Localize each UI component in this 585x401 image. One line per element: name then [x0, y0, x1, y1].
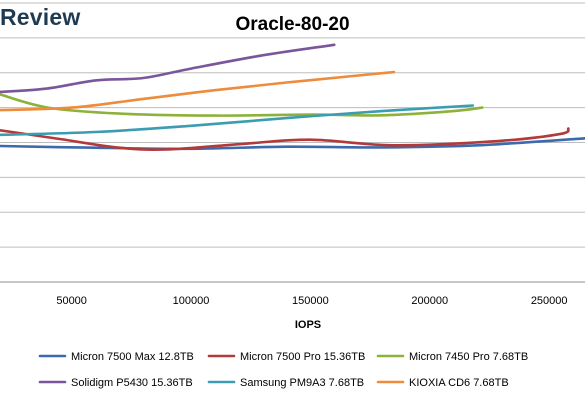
chart-title: Oracle-80-20	[235, 14, 350, 35]
legend-label: Micron 7500 Max 12.8TB	[71, 351, 194, 363]
series-line-3	[0, 93, 484, 117]
x-axis-label: IOPS	[295, 319, 321, 331]
legend: Micron 7500 Max 12.8TB Micron 7500 Pro 15…	[38, 351, 528, 389]
legend-item: Micron 7500 Max 12.8TB	[38, 351, 194, 363]
series-line-4	[0, 43, 336, 94]
legend-item: KIOXIA CD6 7.68TB	[376, 377, 509, 389]
x-tick-label: 50000	[56, 295, 87, 307]
series-line-2	[0, 127, 570, 152]
legend-label: Micron 7450 Pro 7.68TB	[409, 351, 528, 363]
x-tick-label: 200000	[411, 295, 448, 307]
series-lines	[0, 43, 585, 152]
series-line-5	[0, 104, 475, 137]
gridlines	[0, 2, 585, 283]
legend-item: Micron 7450 Pro 7.68TB	[376, 351, 528, 363]
x-tick-label: 100000	[173, 295, 210, 307]
brand-logo-text: Review	[0, 4, 81, 30]
series-line-1	[0, 137, 585, 151]
legend-item: Solidigm P5430 15.36TB	[38, 377, 193, 389]
legend-label: Solidigm P5430 15.36TB	[71, 377, 193, 389]
legend-label: Micron 7500 Pro 15.36TB	[240, 351, 365, 363]
x-tick-label: 250000	[531, 295, 568, 307]
legend-label: Samsung PM9A3 7.68TB	[240, 377, 364, 389]
x-axis-ticks: 50000 100000 150000 200000 250000	[56, 295, 567, 307]
x-tick-label: 150000	[292, 295, 329, 307]
legend-item: Samsung PM9A3 7.68TB	[207, 377, 364, 389]
legend-label: KIOXIA CD6 7.68TB	[409, 377, 509, 389]
legend-item: Micron 7500 Pro 15.36TB	[207, 351, 365, 363]
series-line-6	[0, 70, 396, 112]
